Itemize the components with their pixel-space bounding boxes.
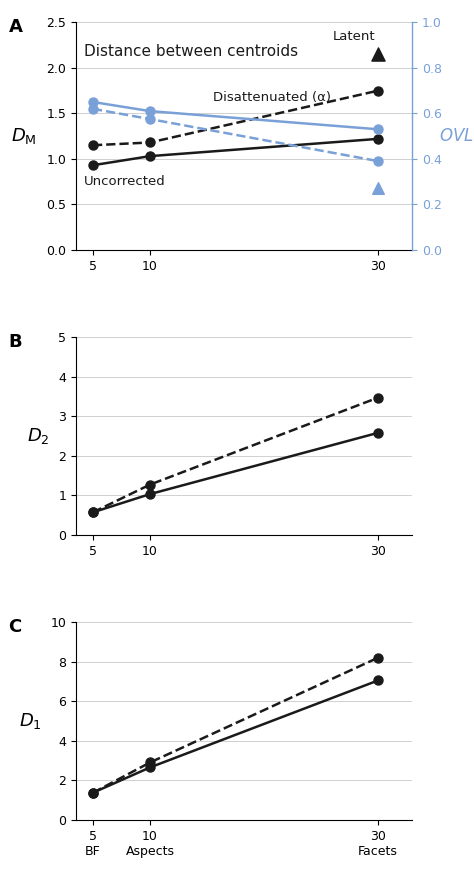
Text: C: C xyxy=(9,618,22,636)
Text: A: A xyxy=(9,18,22,36)
Y-axis label: $D_2$: $D_2$ xyxy=(27,426,50,446)
Text: B: B xyxy=(9,333,22,351)
Text: Uncorrected: Uncorrected xyxy=(84,175,165,188)
Y-axis label: $D_1$: $D_1$ xyxy=(19,711,42,731)
Point xyxy=(374,47,382,62)
Point xyxy=(374,181,382,195)
Text: Disattenuated (α): Disattenuated (α) xyxy=(213,91,331,105)
Y-axis label: $OVL$: $OVL$ xyxy=(438,127,474,145)
Text: Latent: Latent xyxy=(333,30,375,42)
Y-axis label: $D_\mathrm{M}$: $D_\mathrm{M}$ xyxy=(11,126,36,146)
Text: Distance between centroids: Distance between centroids xyxy=(84,44,298,59)
